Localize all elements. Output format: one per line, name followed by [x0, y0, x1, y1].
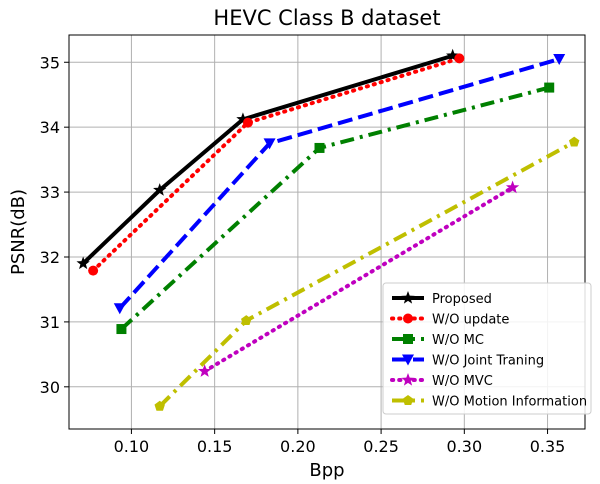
data-point	[454, 53, 465, 64]
legend: Proposed W/O update W/O MC W/O Joint Tranin…	[382, 282, 592, 415]
series-5	[198, 180, 520, 377]
series-line	[81, 53, 454, 265]
legend-marker	[403, 313, 413, 324]
data-point	[76, 256, 90, 270]
data-point	[154, 400, 165, 411]
y-axis-label: PSNR(dB)	[8, 189, 29, 275]
legend-label: W/O Motion Information	[432, 395, 587, 410]
legend-label: Proposed	[432, 292, 492, 307]
legend-item: W/O MVC	[390, 373, 493, 389]
data-point	[88, 265, 99, 276]
data-point	[113, 303, 126, 315]
data-point	[153, 183, 167, 196]
x-tick-label: 0.30	[447, 437, 483, 456]
y-tick-label: 34	[40, 118, 60, 137]
legend-item: W/O update	[390, 313, 509, 328]
data-point	[116, 324, 127, 335]
legend-label: W/O MC	[432, 333, 484, 348]
legend-label: W/O update	[432, 313, 509, 328]
x-tick-label: 0.15	[197, 437, 233, 456]
legend-marker	[401, 373, 415, 386]
series-4	[113, 54, 566, 315]
legend-marker	[403, 334, 413, 344]
x-tick-label: 0.25	[363, 437, 399, 456]
legend-box	[382, 282, 592, 415]
data-point	[446, 48, 460, 62]
data-point	[505, 180, 520, 194]
y-tick-label: 33	[40, 183, 60, 202]
x-tick-label: 0.10	[114, 437, 150, 456]
ticks: 0.10 0.15 0.20 0.25 0.30 0.35 30 31 32 33 34 35	[40, 53, 566, 456]
legend-item: W/O Joint Traning	[392, 354, 544, 369]
series-6	[154, 136, 580, 411]
series-line	[202, 185, 515, 374]
data-point	[241, 315, 252, 326]
data-point	[568, 136, 580, 147]
legend-marker	[401, 291, 415, 304]
x-tick-label: 0.35	[530, 437, 566, 456]
data-point	[553, 54, 566, 66]
plot-frame	[68, 34, 586, 430]
data-point	[242, 117, 253, 128]
series-1	[76, 48, 460, 270]
data-point	[314, 142, 325, 153]
legend-label: W/O Joint Traning	[432, 354, 544, 369]
legend-marker	[402, 395, 414, 405]
data-point	[198, 364, 212, 377]
legend-label: W/O MVC	[432, 374, 493, 389]
x-axis-label: Bpp	[309, 460, 344, 481]
legend-item: W/O MC	[392, 333, 484, 348]
y-tick-label: 35	[40, 53, 60, 72]
series-layer	[76, 48, 580, 411]
y-tick-label: 32	[40, 248, 60, 267]
legend-item: W/O Motion Information	[392, 395, 587, 410]
series-2	[88, 53, 465, 276]
y-tick-label: 31	[40, 313, 60, 332]
chart-title: HEVC Class B dataset	[213, 6, 440, 30]
data-point	[263, 138, 276, 150]
x-tick-label: 0.20	[280, 437, 316, 456]
legend-item: Proposed	[392, 291, 492, 307]
series-3	[116, 82, 555, 335]
legend-marker	[402, 354, 414, 366]
data-point	[236, 112, 250, 126]
data-point	[544, 82, 555, 93]
y-tick-label: 30	[40, 378, 60, 397]
